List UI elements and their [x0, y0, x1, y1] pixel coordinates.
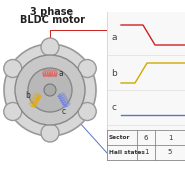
Circle shape: [4, 102, 22, 120]
Text: b: b: [26, 90, 31, 100]
Bar: [107, 12, 185, 160]
Circle shape: [4, 60, 22, 78]
Text: 6: 6: [144, 134, 148, 140]
Text: 3 phase: 3 phase: [31, 7, 74, 17]
Circle shape: [41, 38, 59, 56]
Text: a: a: [59, 70, 63, 78]
Circle shape: [4, 44, 96, 136]
Text: BLDC motor: BLDC motor: [19, 15, 85, 25]
Text: Hall states: Hall states: [109, 150, 145, 155]
Text: a: a: [111, 33, 117, 41]
Circle shape: [78, 102, 96, 120]
Circle shape: [41, 124, 59, 142]
Text: 1: 1: [168, 134, 172, 140]
Text: Sector: Sector: [109, 135, 130, 140]
Circle shape: [15, 55, 85, 125]
Circle shape: [28, 68, 72, 112]
Text: 5: 5: [168, 149, 172, 156]
Circle shape: [78, 60, 96, 78]
Circle shape: [44, 84, 56, 96]
Text: b: b: [111, 68, 117, 78]
Text: c: c: [111, 102, 116, 112]
Text: 1: 1: [144, 149, 148, 156]
Text: c: c: [62, 107, 66, 117]
